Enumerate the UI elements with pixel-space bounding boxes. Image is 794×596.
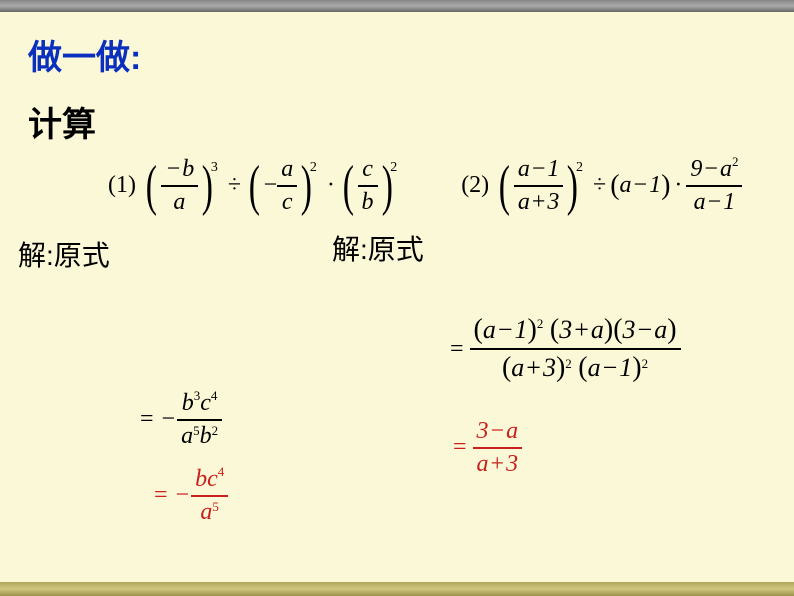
exp-2b: 2 — [390, 160, 397, 176]
op-div: ÷ — [228, 172, 241, 199]
op-mul: · — [674, 172, 682, 199]
lparen: ( — [146, 158, 157, 214]
op-mul: · — [327, 172, 335, 199]
problem-2-label: (2) — [461, 172, 489, 199]
exp-2: 2 — [310, 160, 317, 176]
solution-label-2: 解:原式 — [332, 228, 424, 268]
frac-s1b: bc4 a5 — [191, 464, 228, 528]
lparen: ( — [249, 158, 260, 214]
step-1a: =− b3c4 a5b2 — [140, 388, 222, 452]
problem-1-label: (1) — [108, 172, 136, 199]
step-2a: = (a−1)2 (3+a)(3−a) (a+3)2 (a−1)2 — [450, 312, 681, 386]
frac-1: −b a — [161, 154, 199, 218]
exp-2c: 2 — [576, 160, 583, 176]
frac-s2a: (a−1)2 (3+a)(3−a) (a+3)2 (a−1)2 — [470, 312, 681, 386]
op-div: ÷ — [593, 172, 606, 199]
step-2b: = 3−a a+3 — [453, 416, 522, 480]
frac-3: c b — [358, 154, 378, 218]
step-1b: =− bc4 a5 — [154, 464, 228, 528]
frac-s1a: b3c4 a5b2 — [177, 388, 222, 452]
slide-content: 做一做: 计算 (1) ( −b a ) 3 ÷ ( − a c ) 2 · ( — [0, 12, 794, 236]
exp-3: 3 — [211, 160, 218, 176]
frac-s2b: 3−a a+3 — [473, 416, 523, 480]
frac-2: a c — [277, 154, 297, 218]
lparen-s: ( — [610, 170, 619, 202]
frac-5: 9−a2 a−1 — [686, 154, 742, 218]
bottom-bar — [0, 582, 794, 596]
expr-a1: a−1 — [620, 172, 662, 199]
top-bar — [0, 0, 794, 12]
solution-label-1: 解:原式 — [18, 234, 110, 274]
lparen: ( — [499, 158, 510, 214]
subtitle: 计算 — [28, 97, 766, 146]
lparen: ( — [343, 158, 354, 214]
frac-4: a−1 a+3 — [514, 154, 564, 218]
page-title: 做一做: — [28, 30, 766, 79]
neg: − — [264, 172, 278, 199]
problem-1: (1) ( −b a ) 3 ÷ ( − a c ) 2 · ( c — [28, 154, 766, 218]
rparen-s: ) — [661, 170, 670, 202]
